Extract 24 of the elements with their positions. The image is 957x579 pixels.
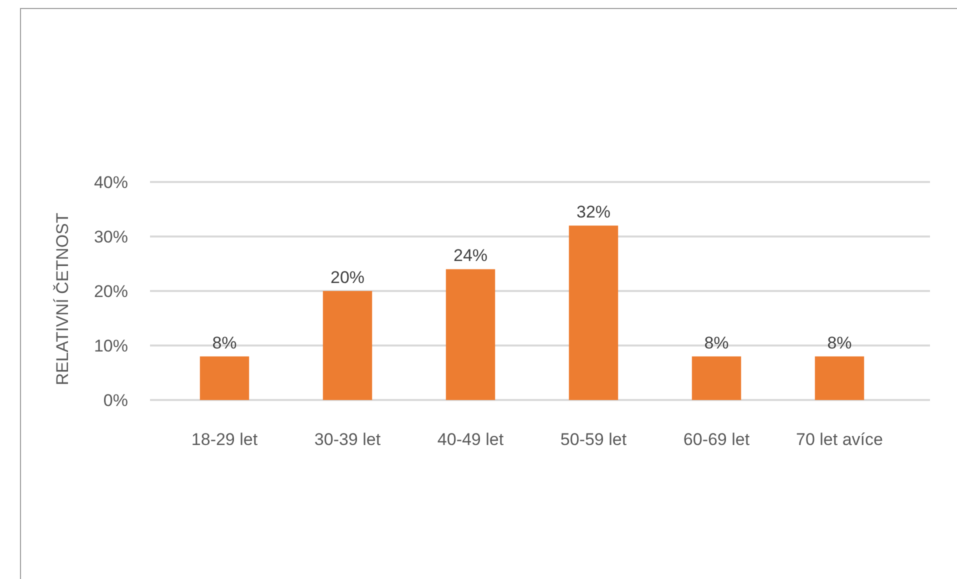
bar <box>446 269 496 400</box>
data-label: 32% <box>576 202 611 222</box>
y-tick-label: 30% <box>94 227 128 246</box>
y-tick-label: 10% <box>94 336 128 356</box>
data-label: 8% <box>827 333 852 352</box>
x-tick-label: 30-39 let <box>314 430 381 449</box>
data-label: 8% <box>212 333 237 352</box>
y-tick-label: 20% <box>94 282 128 301</box>
bar <box>200 356 250 400</box>
data-label: 8% <box>704 333 729 352</box>
x-tick-label: 60-69 let <box>683 430 750 449</box>
bar <box>814 356 864 400</box>
bar <box>322 291 372 400</box>
y-axis-title: RELATIVNÍ ČETNOST <box>53 212 72 386</box>
x-tick-label: 70 let avíce <box>796 430 883 449</box>
data-label: 20% <box>330 268 365 287</box>
y-tick-label: 0% <box>103 390 128 410</box>
y-tick-label: 40% <box>94 172 128 192</box>
x-tick-label: 18-29 let <box>191 430 258 449</box>
x-tick-label: 50-59 let <box>560 430 627 449</box>
bar <box>692 356 742 400</box>
bar <box>568 226 618 400</box>
data-label: 24% <box>453 246 488 266</box>
x-tick-label: 40-49 let <box>437 430 504 449</box>
